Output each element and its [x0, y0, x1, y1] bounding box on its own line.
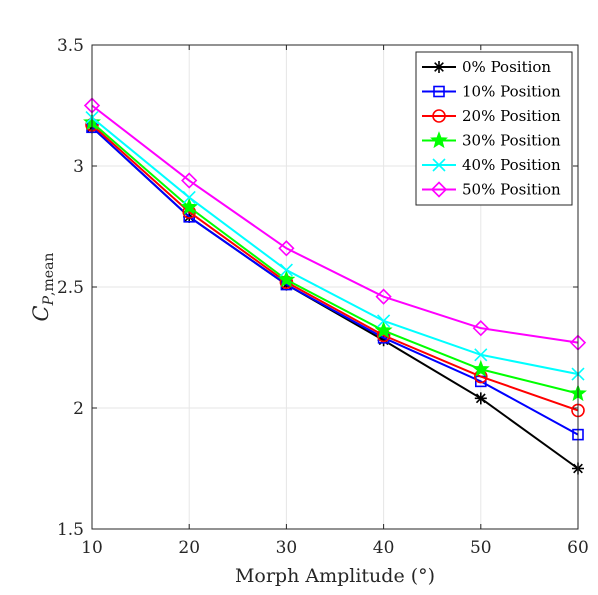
x-tick-label: 40 — [373, 538, 395, 558]
ticks-layer — [91, 44, 579, 530]
circle-marker — [432, 109, 446, 123]
star-marker — [471, 359, 490, 377]
star-marker — [374, 321, 393, 339]
legend-label: 10% Position — [462, 83, 561, 101]
square-marker — [433, 85, 445, 98]
x-marker — [474, 348, 488, 362]
tick-labels: 10 20 30 40 50 60 1.5 2 2.5 3 3.5 — [57, 36, 589, 558]
y-tick-label: 3.5 — [57, 36, 84, 56]
diamond-marker — [181, 172, 198, 189]
x-marker — [377, 314, 391, 328]
legend-label: 0% Position — [462, 58, 551, 76]
series-line — [91, 126, 579, 436]
y-tick-label: 3 — [73, 157, 84, 177]
x-marker — [432, 158, 446, 172]
x-tick-label: 10 — [81, 538, 103, 558]
legend-item: 30% Position — [422, 131, 561, 150]
legend-item: 0% Position — [422, 58, 551, 76]
diamond-marker — [430, 181, 448, 198]
legend-item: 20% Position — [422, 107, 561, 125]
legend-box — [415, 51, 573, 206]
asterisk-marker — [474, 392, 487, 405]
x-tick-label: 50 — [470, 538, 492, 558]
legend-label: 20% Position — [462, 107, 561, 125]
legend-label: 50% Position — [462, 181, 561, 199]
series-line — [91, 124, 579, 412]
diamond-marker — [278, 240, 295, 257]
star-marker — [277, 270, 296, 288]
legend-label: 40% Position — [462, 156, 561, 174]
star-marker — [180, 197, 199, 215]
x-tick-label: 60 — [567, 538, 589, 558]
x-marker — [182, 190, 196, 205]
legend-item: 50% Position — [422, 181, 561, 199]
diamond-marker — [375, 288, 392, 305]
series-line — [91, 121, 579, 395]
series-line — [91, 104, 579, 344]
y-tick-label: 1.5 — [57, 520, 84, 540]
x-axis-title: Morph Amplitude (°) — [235, 565, 435, 587]
x-marker — [279, 263, 293, 277]
asterisk-marker — [433, 61, 445, 73]
legend-label: 30% Position — [462, 132, 561, 150]
y-axis-title-main: C — [29, 305, 53, 321]
y-tick-label: 2 — [73, 399, 84, 419]
star-marker — [430, 131, 448, 149]
x-tick-label: 30 — [276, 538, 298, 558]
y-axis-title-sub-p: P — [41, 295, 57, 306]
y-axis-title-sub-mean: ,mean — [41, 253, 57, 296]
legend-item: 40% Position — [422, 156, 561, 174]
x-tick-label: 20 — [178, 538, 200, 558]
series-line — [91, 116, 579, 376]
asterisk-marker — [377, 334, 390, 347]
legend-item: 10% Position — [422, 83, 561, 101]
y-tick-label: 2.5 — [57, 278, 84, 298]
legend: 0% Position 10% Position 20% Position 30% P… — [415, 51, 573, 206]
diamond-marker — [472, 320, 489, 337]
y-axis-title: CP,mean — [29, 253, 57, 322]
series-5 — [83, 97, 587, 351]
